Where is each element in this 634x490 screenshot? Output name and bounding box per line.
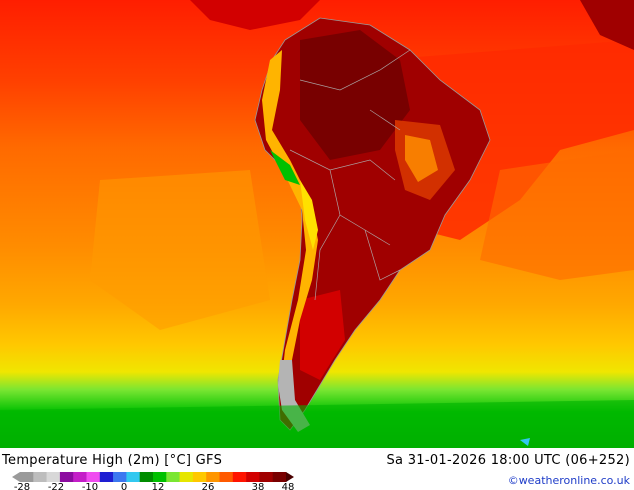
legend-tick-label: 26 [202, 482, 215, 490]
interior-very-hot [300, 30, 410, 160]
legend-tick-label: -10 [82, 482, 98, 490]
legend-tick-label: 48 [282, 482, 294, 490]
legend-swatch [153, 472, 167, 482]
legend-arrow-right [286, 472, 294, 482]
legend-swatch [139, 472, 154, 482]
legend-swatch [86, 472, 101, 482]
map-canvas [0, 0, 634, 448]
legend-tick-label: 12 [152, 482, 165, 490]
legend-swatch [99, 472, 114, 482]
map-title: Temperature High (2m) [°C] GFS [2, 453, 223, 468]
valid-time: Sa 31-01-2026 18:00 UTC (06+252) [386, 453, 630, 468]
legend-swatch [113, 472, 127, 482]
legend-tick-label: 38 [252, 482, 265, 490]
legend-swatch [192, 472, 207, 482]
credit-link[interactable]: ©weatheronline.co.uk [507, 474, 630, 487]
legend-swatch [126, 472, 140, 482]
legend-ticks: -28 -22 -10 0 12 26 38 48 [14, 482, 294, 490]
legend-swatch [179, 472, 194, 482]
brazil-plateau-orange [405, 135, 438, 182]
legend-swatch [272, 472, 287, 482]
west-africa-hot [580, 0, 634, 50]
legend-tick-label: -28 [14, 482, 30, 490]
temperature-map[interactable] [0, 0, 634, 448]
atlantic-cool-zone [480, 150, 634, 280]
legend-swatch [20, 472, 34, 482]
legend-arrow-left [12, 472, 20, 482]
legend-swatch [206, 472, 220, 482]
southern-green-band [0, 400, 634, 448]
patagonia-warm [300, 290, 345, 380]
country-borders [289, 49, 411, 301]
legend-swatches [20, 472, 287, 482]
andes-high [300, 180, 318, 250]
legend-swatch [219, 472, 234, 482]
legend-swatch [33, 472, 47, 482]
legend-swatch [46, 472, 61, 482]
legend-swatch [232, 472, 247, 482]
footer-bar: Temperature High (2m) [°C] GFS Sa 31-01-… [0, 448, 634, 490]
legend-swatch [73, 472, 87, 482]
legend-tick-label: 0 [121, 482, 127, 490]
pacific-cool-zone [90, 170, 270, 330]
andes-strip [262, 50, 318, 400]
legend-swatch [59, 472, 74, 482]
legend-swatch [166, 472, 180, 482]
legend-swatch [246, 472, 260, 482]
falklands-mark [520, 438, 530, 446]
legend-tick-label: -22 [48, 482, 64, 490]
north-land-hot [190, 0, 320, 30]
legend-swatch [259, 472, 273, 482]
andes-snow-green [270, 150, 300, 185]
color-legend: -28 -22 -10 0 12 26 38 48 [12, 472, 294, 490]
